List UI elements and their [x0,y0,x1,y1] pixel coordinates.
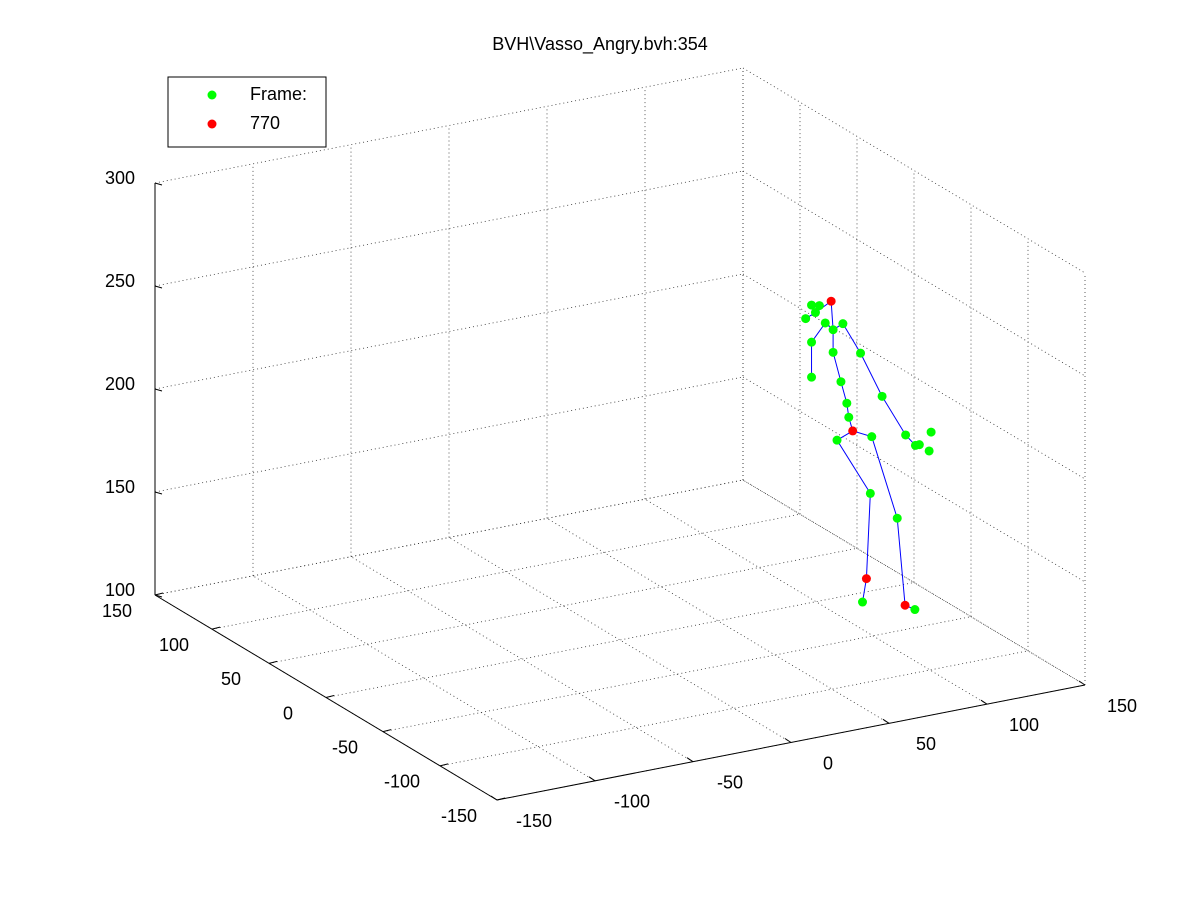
joint-marker [892,513,902,523]
legend-label: Frame: [250,84,307,104]
joint-marker [910,440,920,450]
grid-line [546,517,890,724]
z-tick-label: 200 [105,374,135,394]
z-tick-label: 150 [105,477,135,497]
legend-label: 770 [250,113,280,133]
tick-mark [686,757,694,763]
x-tick-label: -150 [516,811,552,831]
x-tick-label: -50 [717,772,743,792]
tick-mark [154,388,163,392]
joint-marker [924,446,934,456]
chart-title: BVH\Vasso_Angry.bvh:354 [492,34,707,55]
tick-mark [268,660,278,664]
grid-line [742,67,1086,274]
grid-line [448,537,792,743]
joint-marker [861,574,871,584]
tick-mark [784,738,792,743]
joint-marker [807,372,817,382]
z-tick-label: 100 [105,580,135,600]
tick-mark [325,695,335,698]
joint-marker [926,427,936,437]
x-tick-label: 0 [823,753,833,773]
tick-mark [882,718,890,724]
joint-marker [867,432,877,442]
x-tick-label: -100 [614,792,650,812]
legend-box [167,76,327,148]
joint-marker [856,348,866,358]
joint-marker [838,319,848,329]
joint-marker [900,600,910,610]
z-tick-label: 250 [105,271,135,291]
y-tick-label: -150 [441,806,477,826]
joint-marker [826,296,836,306]
grid-line [742,170,1086,377]
grid-line [742,376,1086,583]
tick-mark [154,491,163,495]
joint-marker [810,308,820,318]
grid-line [350,556,694,763]
x-tick-label: 50 [916,734,936,754]
grid-line [742,273,1086,480]
tick-mark [439,763,449,767]
x-tick-label: 100 [1009,715,1039,735]
joint-marker [877,391,887,401]
grid-line [252,575,596,782]
joint-marker [801,314,811,324]
tick-mark [154,285,163,289]
joint-marker [807,337,817,347]
joint-marker [832,435,842,445]
joint-marker [858,597,867,607]
joint-marker [828,325,838,335]
legend-marker [207,119,217,129]
tick-mark [154,182,163,186]
z-tick-label: 300 [105,168,135,188]
y-tick-label: 0 [283,703,293,723]
legend-marker [207,90,217,100]
joint-marker [828,347,838,357]
x-axis [496,684,1086,801]
tick-mark [588,776,596,782]
joint-marker [901,430,911,440]
joint-marker [814,301,824,311]
tick-mark [980,699,988,705]
x-tick-label: 150 [1107,696,1137,716]
joint-marker [910,605,920,615]
y-axis [154,594,498,801]
y-tick-label: 100 [159,635,189,655]
y-tick-label: -100 [384,772,420,792]
joint-marker [836,377,846,387]
y-tick-label: 50 [221,669,241,689]
y-tick-label: 150 [102,601,132,621]
tick-mark [382,729,392,733]
joint-marker [820,318,830,328]
joint-marker [842,398,852,408]
y-tick-label: -50 [332,737,358,757]
joint-marker [865,488,875,498]
grid-line [644,498,988,705]
tick-mark [211,626,221,630]
joint-marker [848,426,858,436]
joint-marker [807,300,817,310]
grid-line [742,479,1086,686]
joint-marker [844,412,854,422]
